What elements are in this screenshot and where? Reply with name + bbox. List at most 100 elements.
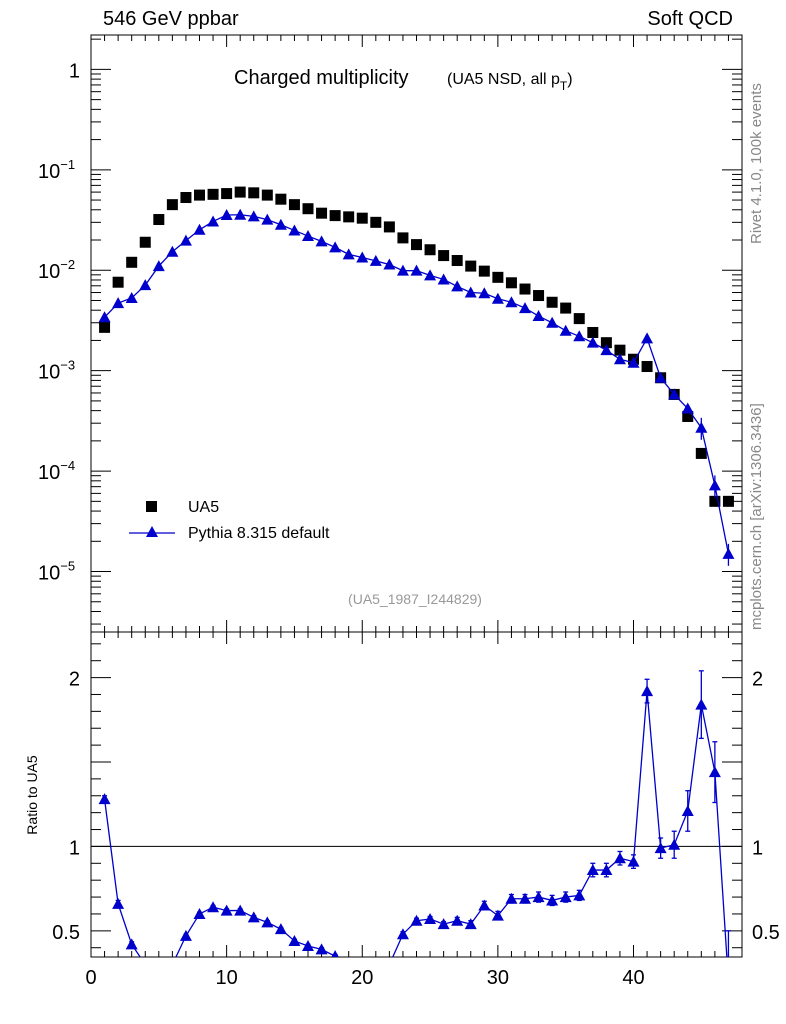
pythia-point bbox=[234, 208, 247, 220]
ratio-point bbox=[125, 938, 138, 950]
pythia-point bbox=[437, 273, 450, 285]
header-right: Soft QCD bbox=[647, 8, 733, 30]
ua5-point bbox=[478, 265, 490, 277]
ratio-data-layer bbox=[98, 670, 731, 957]
ua5-point bbox=[560, 302, 572, 314]
y-tick-label-ratio-left: 1 bbox=[69, 837, 80, 859]
pythia-point bbox=[613, 353, 626, 365]
pythia-point bbox=[193, 223, 206, 235]
pythia-point bbox=[112, 297, 125, 309]
pythia-point bbox=[505, 296, 518, 308]
ua5-point bbox=[112, 276, 124, 288]
ratio-point bbox=[288, 934, 301, 946]
ua5-point bbox=[275, 193, 287, 205]
ua5-point bbox=[492, 271, 504, 283]
pythia-point bbox=[410, 264, 423, 276]
ua5-point bbox=[153, 214, 165, 226]
ratio-point bbox=[532, 891, 545, 903]
ua5-point bbox=[695, 447, 707, 459]
ratio-point bbox=[274, 923, 287, 935]
ua5-point bbox=[370, 216, 382, 228]
ratio-point bbox=[179, 929, 192, 941]
x-tick-label: 0 bbox=[85, 967, 96, 989]
ua5-point bbox=[411, 239, 422, 251]
ratio-point bbox=[600, 864, 613, 876]
ua5-point bbox=[302, 203, 314, 215]
pythia-point bbox=[342, 248, 355, 260]
ratio-point bbox=[98, 793, 111, 805]
pythia-point bbox=[654, 371, 667, 383]
ratio-point bbox=[627, 855, 640, 867]
ua5-point bbox=[139, 236, 151, 248]
ratio-point bbox=[708, 766, 721, 778]
ratio-panel-ticks: 0.5 0.51 12 20 10 20 30 40 bbox=[52, 632, 780, 989]
ua5-point bbox=[261, 189, 273, 201]
header-left: 546 GeV ppbar bbox=[103, 8, 239, 30]
ua5-point bbox=[546, 296, 558, 308]
pythia-point bbox=[125, 291, 138, 303]
ratio-line bbox=[103, 691, 728, 957]
ua5-point bbox=[573, 313, 585, 325]
y-tick-label-main: 10−1 bbox=[38, 157, 75, 183]
ratio-point bbox=[315, 943, 328, 955]
pythia-point bbox=[532, 310, 545, 322]
legend-marker-pythia bbox=[146, 526, 158, 537]
ua5-point bbox=[682, 410, 694, 422]
pythia-point bbox=[451, 280, 464, 292]
y-tick-label-ratio-left: 2 bbox=[69, 669, 80, 691]
pythia-point bbox=[668, 388, 681, 400]
ratio-point bbox=[207, 901, 220, 913]
pythia-point bbox=[179, 234, 192, 246]
ua5-point bbox=[248, 187, 260, 199]
y-tick-label-main: 1 bbox=[69, 60, 80, 82]
reference-tag: (UA5_1987_I244829) bbox=[348, 591, 482, 607]
x-tick-label: 30 bbox=[487, 967, 509, 989]
ua5-point bbox=[194, 189, 205, 201]
y-tick-label-ratio-right: 0.5 bbox=[752, 922, 780, 944]
pythia-point bbox=[491, 292, 504, 304]
ratio-point bbox=[546, 894, 559, 906]
pythia-point bbox=[261, 213, 274, 225]
ua5-point bbox=[329, 210, 341, 222]
main-panel-frame bbox=[90, 34, 743, 633]
y-tick-label-main: 10−5 bbox=[38, 559, 75, 585]
ratio-point bbox=[437, 918, 450, 930]
ratio-point bbox=[193, 907, 206, 919]
pythia-point bbox=[627, 356, 640, 368]
ratio-point bbox=[613, 852, 626, 864]
ua5-point bbox=[465, 260, 477, 272]
ua5-point bbox=[438, 250, 450, 262]
ratio-point bbox=[451, 914, 464, 926]
ratio-point bbox=[234, 904, 247, 916]
ua5-point bbox=[126, 256, 138, 268]
ua5-point bbox=[722, 495, 734, 507]
pythia-point bbox=[559, 324, 572, 336]
pythia-point bbox=[600, 344, 613, 356]
x-tick-label: 20 bbox=[351, 967, 373, 989]
pythia-point bbox=[98, 311, 111, 323]
ua5-point bbox=[641, 361, 653, 373]
x-tick-label: 10 bbox=[216, 967, 238, 989]
ratio-point bbox=[464, 918, 477, 930]
ratio-point bbox=[410, 914, 423, 926]
pythia-point bbox=[302, 230, 314, 242]
x-tick-label: 40 bbox=[622, 967, 644, 989]
ua5-point bbox=[221, 188, 233, 200]
pythia-point bbox=[396, 264, 409, 276]
ua5-point bbox=[234, 186, 246, 198]
y-tick-label-ratio-right: 1 bbox=[752, 837, 763, 859]
ua5-point bbox=[451, 255, 463, 267]
pythia-point bbox=[139, 279, 152, 291]
ua5-point bbox=[99, 321, 111, 333]
ua5-point bbox=[709, 495, 721, 507]
y-tick-label-ratio-right: 2 bbox=[752, 669, 763, 691]
pythia-point bbox=[315, 235, 328, 247]
pythia-point bbox=[383, 258, 396, 270]
ratio-point bbox=[424, 913, 437, 925]
ua5-point bbox=[207, 188, 219, 200]
pythia-point bbox=[478, 287, 491, 299]
y-tick-label-main: 10−2 bbox=[38, 257, 75, 283]
ratio-point bbox=[478, 899, 491, 911]
pythia-point bbox=[586, 336, 599, 348]
